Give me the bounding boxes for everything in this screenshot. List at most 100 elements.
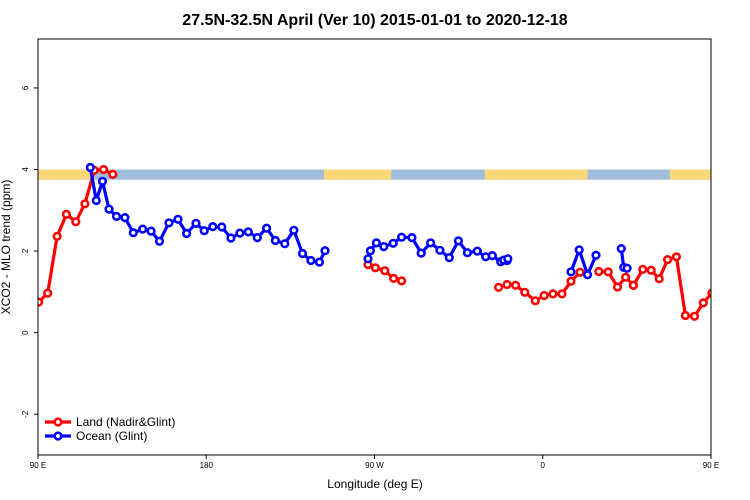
ocean-data-point	[128, 228, 138, 238]
x-axis: 90 E 180 90 W 0 90 E	[30, 455, 719, 470]
ocean-data-point	[154, 236, 165, 246]
land-data-point	[662, 255, 673, 265]
land-data-point	[566, 276, 576, 286]
land-data-point	[52, 231, 62, 241]
ocean-data-point	[462, 248, 473, 258]
land-data-point	[620, 272, 631, 282]
land-data-point	[98, 164, 109, 175]
ocean-data-point	[574, 245, 584, 255]
ocean-data-point	[388, 238, 398, 248]
ocean-data-point	[472, 246, 482, 256]
ocean-data-point	[104, 204, 114, 214]
ocean-data-point	[270, 235, 281, 246]
ocean-data-point	[320, 246, 330, 256]
land-data-point	[520, 287, 530, 297]
surface-type-strip	[38, 169, 711, 180]
y-tick-label: 0	[21, 330, 30, 335]
series-layer	[38, 162, 750, 321]
ocean-data-point	[138, 224, 148, 234]
ocean-data-point	[616, 244, 626, 254]
x-tick-label: 90 W	[365, 461, 384, 470]
ocean-data-point	[487, 251, 497, 261]
ocean-data-point	[262, 223, 272, 233]
land-strip-segment	[38, 169, 91, 180]
ocean-data-point	[724, 164, 731, 171]
ocean-data-point	[314, 257, 325, 267]
ocean-data-point	[453, 236, 464, 246]
ocean-data-point	[503, 254, 513, 264]
ocean-data-point	[566, 267, 576, 277]
ocean-data-point	[289, 225, 299, 235]
ocean-data-point	[622, 263, 632, 273]
ocean-data-point	[365, 246, 376, 256]
ocean-series-line	[569, 248, 598, 277]
land-data-point	[671, 252, 682, 262]
ocean-data-point	[235, 228, 245, 238]
land-strip-segment	[484, 169, 588, 180]
land-data-point	[539, 290, 549, 301]
land-data-point	[548, 289, 558, 299]
ocean-data-point	[243, 227, 253, 237]
ocean-data-point	[306, 255, 316, 266]
land-data-point	[594, 266, 604, 277]
y-tick-label: 6	[21, 85, 30, 90]
ocean-data-point	[164, 218, 174, 228]
y-axis-title: XCO2 - MLO trend (ppm)	[0, 180, 13, 315]
land-data-point	[370, 263, 381, 273]
land-data-point	[646, 265, 656, 275]
x-tick-label: 180	[200, 461, 214, 470]
ocean-data-point	[363, 254, 373, 264]
ocean-series	[85, 162, 750, 280]
ocean-data-point	[146, 226, 156, 236]
ocean-data-point	[582, 270, 593, 280]
ocean-legend-marker	[53, 431, 63, 441]
ocean-data-point	[191, 218, 201, 228]
ocean-data-point	[743, 206, 750, 213]
land-data-point	[43, 288, 53, 298]
ocean-data-point	[217, 222, 227, 232]
land-data-point	[718, 233, 725, 240]
ocean-data-point	[85, 162, 95, 173]
ocean-data-point	[226, 233, 236, 243]
ocean-data-point	[182, 228, 192, 239]
ocean-data-point	[173, 214, 183, 224]
ocean-data-point	[444, 253, 454, 263]
y-axis: -2 0 2 4 6	[21, 85, 38, 418]
land-series-line	[38, 167, 115, 304]
ocean-data-point	[591, 250, 601, 260]
land-data-point	[603, 267, 613, 277]
land-data-point	[707, 288, 711, 298]
land-data-point	[397, 276, 407, 286]
x-axis-title: Longitude (deg E)	[327, 477, 422, 491]
ocean-data-point	[111, 211, 122, 221]
land-data-point	[612, 282, 623, 292]
land-data-point	[628, 280, 639, 290]
land-strip-segment	[324, 169, 392, 180]
land-data-point	[698, 298, 708, 308]
ocean-data-point	[97, 176, 108, 186]
land-data-point	[494, 282, 504, 293]
land-data-point	[745, 201, 750, 208]
x-tick-label: 90 E	[30, 461, 46, 470]
y-tick-label: -2	[21, 410, 30, 418]
y-tick-label: 2	[21, 248, 30, 253]
ocean-data-point	[435, 245, 445, 255]
ocean-data-point	[730, 197, 737, 204]
land-data-point	[530, 296, 540, 306]
land-data-point	[575, 267, 585, 277]
land-data-point	[736, 218, 743, 225]
land-data-point	[80, 199, 90, 209]
land-data-point	[680, 310, 691, 321]
land-data-point	[38, 297, 44, 307]
land-data-point	[61, 209, 72, 219]
land-data-point	[510, 280, 521, 290]
ocean-data-point	[397, 232, 407, 242]
ocean-data-point	[252, 233, 262, 243]
x-tick-label: 90 E	[703, 461, 719, 470]
chart-title: 27.5N-32.5N April (Ver 10) 2015-01-01 to…	[182, 12, 568, 29]
land-data-point	[727, 212, 734, 219]
land-strip-segment	[669, 169, 711, 180]
ocean-data-point	[379, 242, 389, 252]
ocean-data-point	[736, 178, 743, 185]
